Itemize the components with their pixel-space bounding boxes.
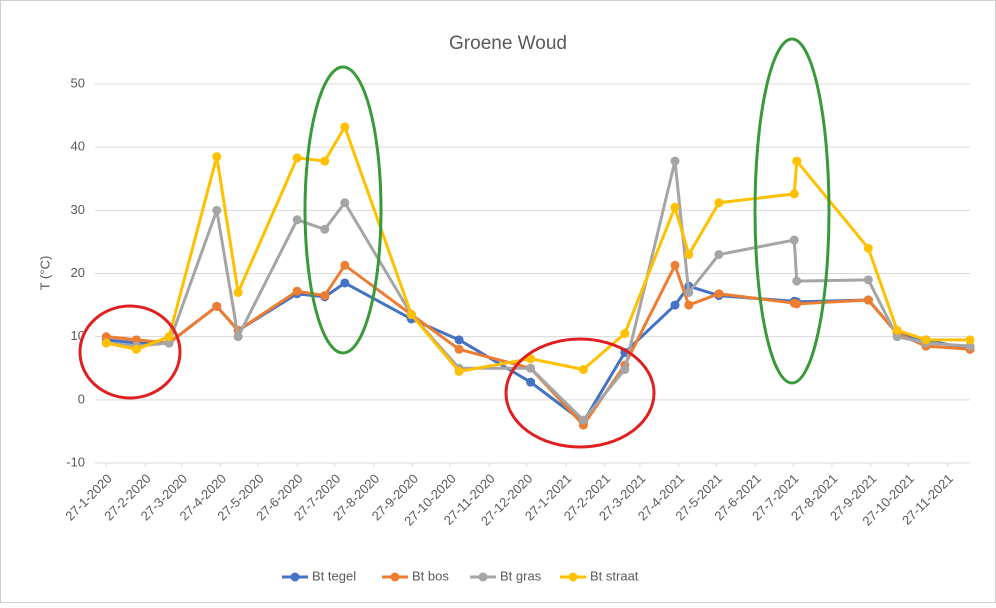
annotation-ellipse bbox=[303, 65, 383, 355]
point bbox=[526, 377, 536, 387]
point bbox=[454, 344, 464, 354]
point bbox=[340, 122, 350, 132]
y-tick-label: 20 bbox=[71, 265, 85, 280]
legend-marker bbox=[568, 572, 578, 582]
point bbox=[101, 332, 111, 342]
point bbox=[233, 332, 243, 342]
point bbox=[863, 275, 873, 285]
point bbox=[340, 198, 350, 208]
point bbox=[714, 289, 724, 299]
point bbox=[454, 366, 464, 376]
y-tick-label: -10 bbox=[66, 454, 85, 469]
point bbox=[789, 235, 799, 245]
series-line bbox=[105, 125, 970, 373]
point bbox=[792, 299, 802, 309]
point bbox=[164, 332, 174, 342]
point bbox=[292, 286, 302, 296]
point bbox=[320, 291, 330, 301]
chart-title: Groene Woud bbox=[449, 33, 567, 54]
point bbox=[406, 310, 416, 320]
point bbox=[131, 344, 141, 354]
annotations bbox=[78, 37, 831, 449]
point bbox=[863, 295, 873, 305]
series-line bbox=[106, 159, 971, 422]
y-tick-label: 50 bbox=[71, 75, 85, 90]
point bbox=[620, 365, 630, 375]
point bbox=[921, 335, 931, 345]
point bbox=[670, 300, 680, 310]
legend-marker bbox=[478, 572, 488, 582]
legend-label: Bt straat bbox=[590, 568, 639, 583]
point bbox=[212, 152, 222, 162]
point bbox=[620, 329, 630, 339]
point bbox=[789, 189, 799, 199]
point bbox=[233, 287, 243, 297]
point bbox=[212, 205, 222, 215]
point bbox=[714, 250, 724, 260]
annotation-ellipse bbox=[753, 37, 831, 385]
legend-label: Bt tegel bbox=[312, 568, 356, 583]
point bbox=[684, 300, 694, 310]
legend-label: Bt gras bbox=[500, 568, 542, 583]
legend-label: Bt bos bbox=[412, 568, 449, 583]
point bbox=[578, 365, 588, 375]
point bbox=[863, 243, 873, 253]
point bbox=[131, 335, 141, 345]
point bbox=[578, 415, 588, 425]
point bbox=[892, 325, 902, 335]
y-axis-label: T (°C) bbox=[37, 256, 52, 291]
point bbox=[292, 153, 302, 163]
legend-marker bbox=[290, 572, 300, 582]
legend-marker bbox=[390, 572, 400, 582]
point bbox=[320, 224, 330, 234]
series-line bbox=[106, 263, 971, 427]
point bbox=[792, 156, 802, 166]
point bbox=[164, 338, 174, 348]
point bbox=[340, 260, 350, 270]
point bbox=[454, 335, 464, 345]
point bbox=[965, 335, 975, 345]
annotation-ellipse bbox=[78, 304, 182, 400]
point bbox=[340, 278, 350, 288]
point bbox=[526, 363, 536, 373]
point bbox=[101, 338, 111, 348]
annotation-ellipse bbox=[504, 337, 656, 449]
point bbox=[320, 156, 330, 166]
point bbox=[684, 287, 694, 297]
point bbox=[714, 198, 724, 208]
y-tick-label: 40 bbox=[71, 139, 85, 154]
point bbox=[965, 341, 975, 351]
point bbox=[684, 250, 694, 260]
point bbox=[212, 301, 222, 311]
point bbox=[526, 354, 536, 364]
point bbox=[792, 276, 802, 286]
point bbox=[292, 215, 302, 225]
point bbox=[670, 260, 680, 270]
y-tick-label: 0 bbox=[78, 391, 85, 406]
point bbox=[670, 202, 680, 212]
point bbox=[892, 332, 902, 342]
y-tick-label: 30 bbox=[71, 202, 85, 217]
point bbox=[670, 156, 680, 166]
